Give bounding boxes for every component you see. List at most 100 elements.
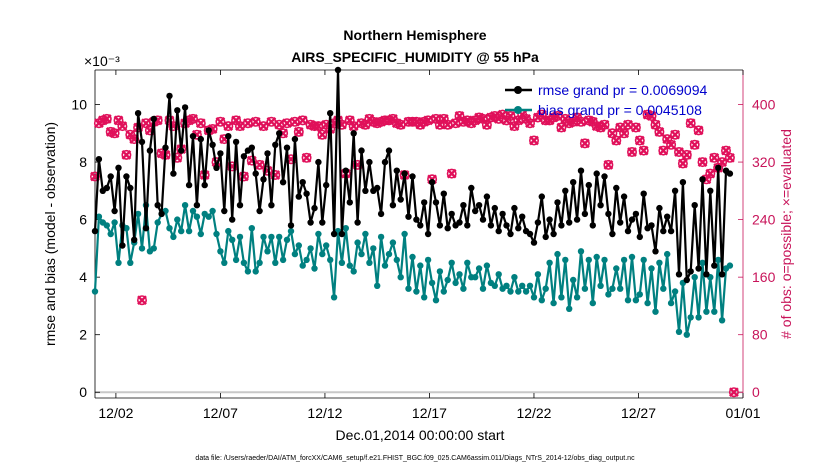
rmse-point bbox=[401, 170, 408, 177]
bias-point bbox=[464, 259, 471, 266]
bias-point bbox=[111, 219, 118, 226]
legend: rmse grand pr = 0.0069094 bias grand pr … bbox=[505, 82, 707, 118]
bias-point bbox=[538, 297, 545, 304]
rmse-point bbox=[624, 227, 632, 235]
obs-possible-mark bbox=[270, 170, 281, 181]
rmse-point bbox=[491, 204, 498, 212]
rmse-point bbox=[503, 222, 510, 229]
rmse-point bbox=[217, 150, 224, 157]
rmse-point bbox=[276, 130, 283, 137]
bias-point bbox=[350, 268, 357, 275]
bias-point bbox=[519, 282, 526, 289]
rmse-point bbox=[174, 107, 181, 114]
rmse-point bbox=[158, 210, 165, 218]
rmse-point bbox=[515, 225, 522, 232]
bias-point bbox=[397, 274, 404, 281]
bias-point bbox=[605, 291, 612, 298]
bias-point bbox=[95, 213, 103, 220]
rmse-point bbox=[193, 202, 201, 209]
bias-point bbox=[342, 225, 349, 232]
rmse-point bbox=[189, 133, 197, 140]
rmse-point bbox=[530, 239, 538, 246]
bias-point bbox=[240, 259, 248, 266]
obs-possible-mark bbox=[693, 125, 704, 136]
bias-point bbox=[421, 294, 428, 301]
bias-point bbox=[691, 274, 698, 281]
rmse-point bbox=[703, 271, 710, 278]
rmse-point bbox=[675, 271, 683, 278]
rmse-point bbox=[656, 204, 663, 212]
bias-point bbox=[401, 230, 408, 238]
rmse-point bbox=[225, 133, 232, 140]
rmse-point bbox=[205, 127, 212, 134]
bias-point bbox=[687, 314, 694, 321]
obs-possible-mark bbox=[646, 111, 657, 122]
chart-title: Northern Hemisphere bbox=[343, 27, 486, 43]
y-tick-label: 0 bbox=[79, 384, 87, 400]
bias-point bbox=[260, 233, 267, 241]
rmse-point bbox=[609, 230, 616, 238]
rmse-point bbox=[213, 164, 220, 171]
rmse-point bbox=[620, 193, 628, 200]
rmse-point bbox=[264, 150, 271, 157]
rmse-point bbox=[232, 138, 240, 146]
bias-point bbox=[597, 282, 604, 289]
rmse-point bbox=[181, 104, 189, 111]
rmse-point bbox=[138, 138, 146, 146]
obs-possible-mark bbox=[227, 161, 238, 172]
bias-point bbox=[197, 230, 204, 238]
rmse-point bbox=[229, 216, 236, 223]
bias-point bbox=[640, 256, 647, 264]
obs-possible-mark bbox=[524, 118, 535, 129]
rmse-point bbox=[362, 187, 369, 194]
bias-point bbox=[276, 233, 283, 241]
bias-point bbox=[566, 305, 573, 312]
rmse-point bbox=[377, 210, 385, 218]
bias-point bbox=[632, 297, 640, 304]
bias-point bbox=[577, 248, 585, 255]
bias-point bbox=[609, 285, 616, 292]
obs-possible-mark bbox=[446, 168, 457, 179]
bias-point bbox=[279, 256, 287, 264]
bias-point bbox=[307, 245, 314, 252]
bias-point bbox=[624, 297, 632, 304]
y-axis-label: rmse and bias (model - observation) bbox=[42, 122, 58, 346]
bias-point bbox=[432, 297, 440, 304]
rmse-point bbox=[691, 202, 698, 209]
legend-bias-label: bias grand pr = 0.0045108 bbox=[538, 102, 702, 118]
bias-point bbox=[166, 225, 173, 232]
bias-point bbox=[283, 236, 291, 243]
bias-point bbox=[526, 282, 534, 289]
rmse-point bbox=[170, 170, 177, 177]
rmse-point bbox=[240, 153, 248, 160]
rmse-point bbox=[570, 179, 577, 186]
bias-point bbox=[115, 259, 122, 266]
rmse-point bbox=[142, 225, 150, 232]
legend-bias-marker bbox=[514, 106, 522, 114]
bias-point bbox=[389, 239, 397, 246]
y-tick-label: 8 bbox=[79, 154, 87, 170]
bias-point bbox=[562, 256, 569, 264]
bias-point bbox=[534, 271, 542, 278]
rmse-point bbox=[221, 207, 228, 215]
bias-point bbox=[491, 282, 498, 289]
rmse-point bbox=[338, 230, 346, 238]
rmse-point bbox=[299, 179, 306, 186]
bias-point bbox=[385, 250, 393, 258]
bias-point bbox=[232, 256, 240, 264]
rmse-point bbox=[405, 213, 412, 220]
bias-point bbox=[181, 202, 189, 209]
rmse-point bbox=[107, 173, 114, 180]
bias-point bbox=[291, 250, 299, 258]
bias-point bbox=[287, 227, 295, 235]
rmse-point bbox=[236, 202, 244, 209]
y2-tick-label: 320 bbox=[752, 154, 776, 170]
rmse-point bbox=[350, 130, 357, 137]
bias-point bbox=[522, 288, 530, 295]
rmse-point bbox=[283, 144, 291, 151]
rmse-point bbox=[711, 262, 718, 269]
obs-possible-mark bbox=[728, 387, 739, 398]
rmse-point bbox=[593, 170, 600, 177]
bias-point bbox=[315, 230, 322, 238]
bias-point bbox=[444, 276, 451, 284]
